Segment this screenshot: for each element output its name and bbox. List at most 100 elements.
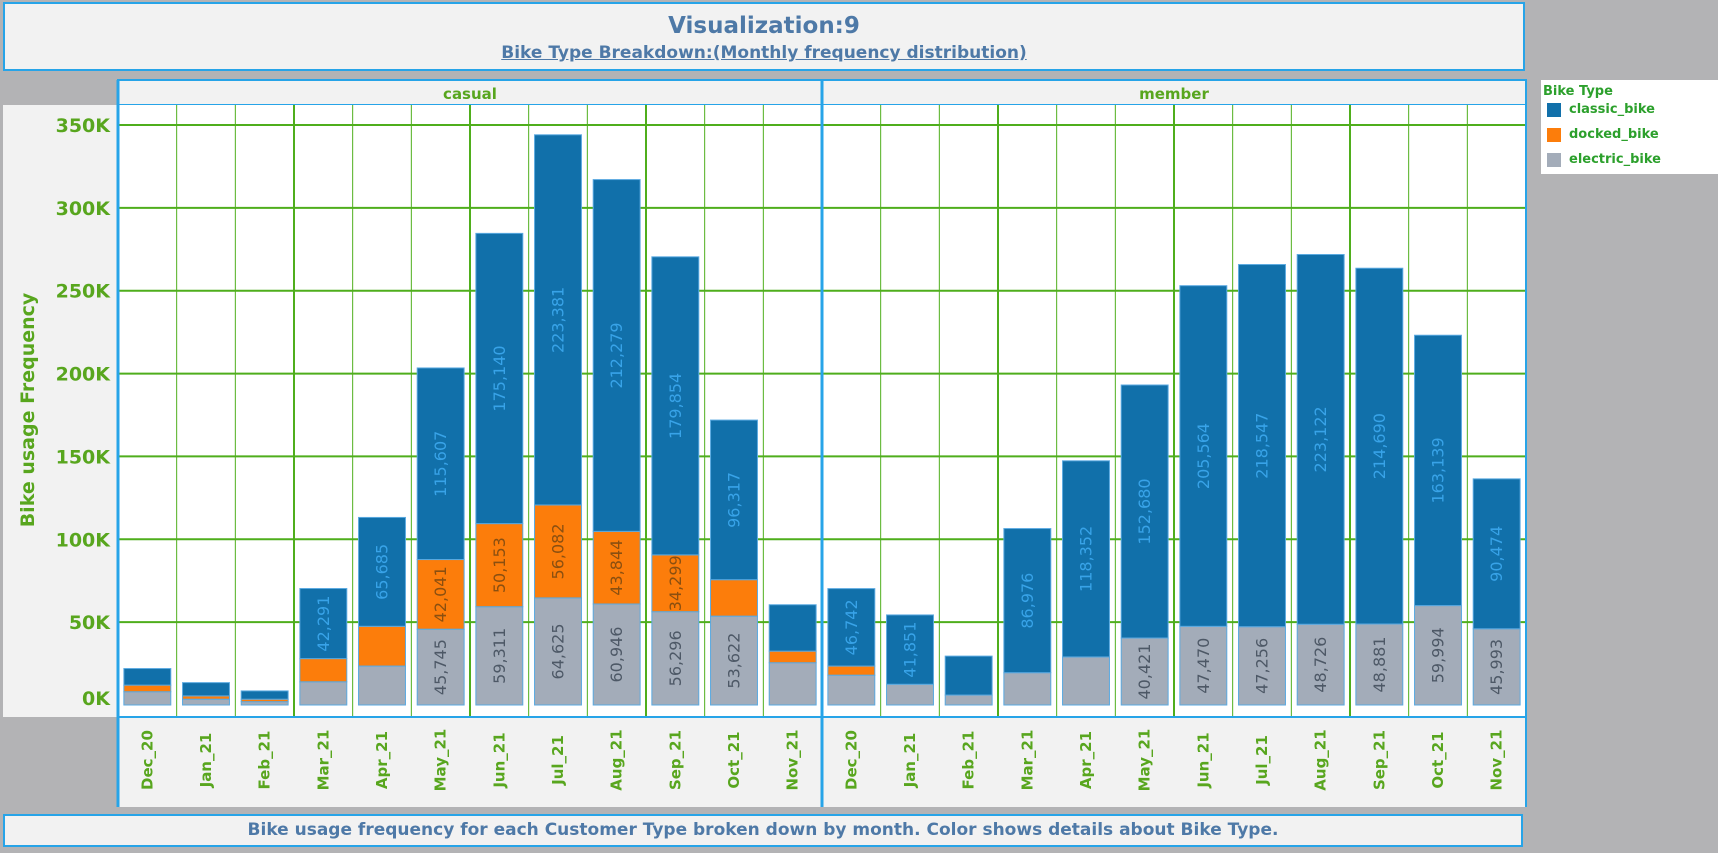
- bar-segment: [768, 604, 817, 652]
- title-box: Visualization:9 Bike Type Breakdown:(Mon…: [3, 2, 1525, 71]
- bar-data-label: 152,680: [1135, 478, 1154, 544]
- bar-data-label: 34,299: [666, 555, 685, 611]
- legend-item-classic-bike[interactable]: classic_bike: [1541, 99, 1718, 124]
- bar-data-label: 56,296: [666, 630, 685, 686]
- y-axis-area: [3, 105, 118, 717]
- bar-data-label: 48,881: [1370, 637, 1389, 693]
- bar-segment: [475, 523, 524, 608]
- bar-segment: [534, 504, 582, 599]
- bar-segment: [827, 674, 876, 706]
- legend-title: Bike Type: [1543, 84, 1613, 99]
- bar-data-label: 115,607: [431, 431, 450, 497]
- bar-data-label: 45,993: [1487, 639, 1506, 695]
- bar-segment: [358, 516, 406, 627]
- bar-data-label: 64,625: [549, 623, 568, 679]
- bar-data-label: 218,547: [1253, 413, 1272, 479]
- legend-swatch: [1547, 128, 1561, 142]
- bar-segment: [1003, 672, 1052, 706]
- x-tick-label: Apr_21: [1077, 731, 1095, 789]
- x-tick-label: Feb_21: [960, 731, 978, 790]
- y-tick-label: 350K: [56, 115, 112, 137]
- bar-segment: [1120, 637, 1169, 706]
- y-tick-label: 300K: [56, 198, 112, 220]
- bar-segment: [182, 682, 230, 697]
- bar-data-label: 223,381: [549, 287, 568, 353]
- x-tick-label: Jul_21: [549, 735, 567, 786]
- bar-segment: [768, 662, 817, 706]
- bar-segment: [1414, 605, 1462, 706]
- x-tick-label: Jan_21: [901, 733, 919, 789]
- legend-label: electric_bike: [1569, 152, 1661, 167]
- bar-data-label: 47,256: [1253, 638, 1272, 694]
- bar-segment: [123, 691, 172, 706]
- bar-data-label: 90,474: [1487, 526, 1506, 582]
- x-tick-label: Nov_21: [1488, 729, 1506, 790]
- x-tick-label: Mar_21: [1018, 730, 1036, 791]
- panel-title: casual: [443, 85, 497, 103]
- bar-segment: [1062, 656, 1110, 706]
- bar-segment: [1414, 334, 1462, 607]
- x-tick-label: Aug_21: [608, 729, 626, 790]
- bar-segment: [534, 597, 582, 706]
- bar-segment: [1296, 254, 1345, 625]
- bar-segment: [1472, 478, 1521, 630]
- bar-data-label: 40,421: [1135, 644, 1154, 700]
- x-tick-label: Jun_21: [1194, 732, 1212, 788]
- bar-data-label: 41,851: [901, 622, 920, 678]
- bar-segment: [123, 684, 172, 693]
- x-tick-label: Apr_21: [373, 731, 391, 789]
- bar-data-label: 86,976: [1018, 573, 1037, 629]
- bar-segment: [475, 232, 524, 525]
- x-tick-label: Jan_21: [197, 733, 215, 789]
- bar-segment: [1238, 626, 1286, 706]
- bar-segment: [358, 665, 406, 706]
- legend-swatch: [1547, 103, 1561, 117]
- bar-data-label: 42,041: [431, 566, 450, 622]
- bar-segment: [299, 658, 348, 683]
- bar-data-label: 43,844: [607, 540, 626, 596]
- legend-label: classic_bike: [1569, 102, 1655, 117]
- x-tick-label: May_21: [1136, 729, 1154, 792]
- legend-swatch: [1547, 153, 1561, 167]
- bar-segment: [886, 683, 934, 706]
- y-tick-label: 100K: [56, 529, 112, 551]
- x-tick-label: Sep_21: [666, 730, 684, 790]
- y-tick-label: 200K: [56, 364, 112, 386]
- bar-segment: [182, 698, 230, 706]
- bar-data-label: 175,140: [490, 345, 509, 411]
- x-tick-label: Oct_21: [1429, 731, 1447, 788]
- bar-segment: [827, 588, 876, 667]
- bar-segment: [240, 690, 289, 700]
- x-tick-label: Dec_20: [138, 730, 156, 790]
- x-tick-label: Oct_21: [725, 731, 743, 788]
- bar-segment: [1003, 528, 1052, 674]
- x-tick-label: Aug_21: [1312, 729, 1330, 790]
- bar-data-label: 65,685: [373, 544, 392, 600]
- bar-data-label: 56,082: [549, 523, 568, 579]
- panel-title: member: [1139, 85, 1209, 103]
- legend-item-electric-bike[interactable]: electric_bike: [1541, 149, 1718, 174]
- bar-segment: [710, 579, 758, 617]
- bar-data-label: 42,291: [314, 596, 333, 652]
- bar-segment: [1355, 267, 1404, 625]
- x-tick-label: May_21: [432, 729, 450, 792]
- chart-subtitle[interactable]: Bike Type Breakdown:(Monthly frequency d…: [501, 43, 1027, 63]
- bar-segment: [710, 419, 758, 581]
- bar-data-label: 163,139: [1429, 437, 1448, 503]
- bar-segment: [651, 256, 700, 556]
- x-tick-label: Nov_21: [784, 729, 802, 790]
- bar-segment: [768, 650, 817, 664]
- bar-segment: [1179, 285, 1228, 627]
- x-tick-label: Jul_21: [1253, 735, 1271, 786]
- bar-data-label: 59,994: [1429, 627, 1448, 683]
- bar-segment: [416, 367, 465, 561]
- legend: Bike Type classic_bike docked_bike elect…: [1541, 80, 1718, 174]
- bar-data-label: 47,470: [1194, 638, 1213, 694]
- bar-segment: [944, 655, 993, 696]
- y-tick-label: 0K: [82, 688, 111, 710]
- legend-item-docked-bike[interactable]: docked_bike: [1541, 124, 1718, 149]
- y-axis-label: Bike usage Frequency: [17, 292, 39, 527]
- bar-segment: [651, 611, 700, 706]
- bar-segment: [1472, 628, 1521, 706]
- bar-segment: [475, 606, 524, 706]
